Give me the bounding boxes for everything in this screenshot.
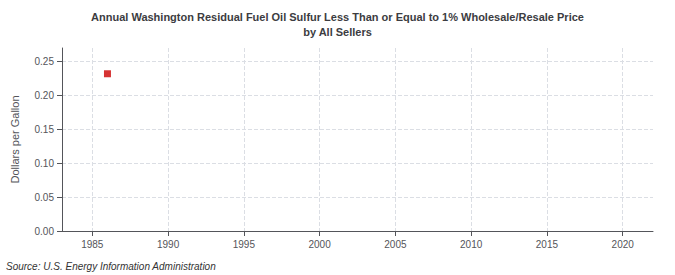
svg-text:0.00: 0.00: [35, 226, 55, 237]
svg-text:2010: 2010: [460, 239, 483, 250]
svg-text:0.15: 0.15: [35, 124, 55, 135]
svg-text:Source: U.S. Energy Informatio: Source: U.S. Energy Information Administ…: [6, 261, 216, 272]
svg-text:0.20: 0.20: [35, 90, 55, 101]
svg-text:0.25: 0.25: [35, 56, 55, 67]
svg-text:2005: 2005: [384, 239, 407, 250]
svg-text:Annual Washington Residual Fue: Annual Washington Residual Fuel Oil Sulf…: [91, 11, 584, 23]
svg-text:1995: 1995: [233, 239, 256, 250]
svg-text:1985: 1985: [81, 239, 104, 250]
svg-text:2020: 2020: [612, 239, 635, 250]
svg-text:0.10: 0.10: [35, 158, 55, 169]
svg-text:2000: 2000: [308, 239, 331, 250]
svg-text:by All Sellers: by All Sellers: [303, 26, 372, 38]
svg-text:1990: 1990: [157, 239, 180, 250]
svg-text:Dollars per Gallon: Dollars per Gallon: [9, 95, 21, 183]
svg-text:2015: 2015: [536, 239, 559, 250]
svg-text:0.05: 0.05: [35, 192, 55, 203]
